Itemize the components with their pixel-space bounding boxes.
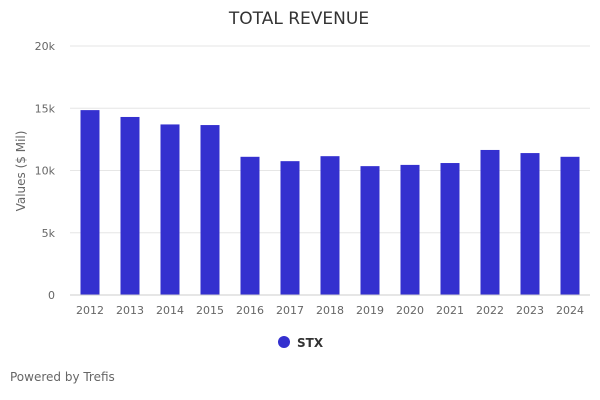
bar-2024[interactable]: [560, 156, 580, 295]
bar-2014[interactable]: [160, 124, 180, 295]
bar-2016[interactable]: [240, 156, 260, 295]
x-tick-label: 2016: [236, 304, 264, 317]
x-tick-label: 2012: [76, 304, 104, 317]
y-tick-label: 0: [48, 289, 55, 302]
bar-2013[interactable]: [120, 116, 140, 295]
x-tick-label: 2018: [316, 304, 344, 317]
legend[interactable]: STX: [278, 336, 324, 350]
legend-marker-stx: [278, 336, 290, 348]
x-tick-label: 2024: [556, 304, 584, 317]
x-tick-label: 2017: [276, 304, 304, 317]
x-tick-label: 2013: [116, 304, 144, 317]
y-tick-label: 15k: [35, 102, 56, 115]
x-tick-label: 2015: [196, 304, 224, 317]
x-tick-label: 2022: [476, 304, 504, 317]
bar-2023[interactable]: [520, 153, 540, 295]
bar-2019[interactable]: [360, 166, 380, 295]
bars: [80, 110, 580, 296]
chart-title: TOTAL REVENUE: [228, 9, 369, 29]
bar-2012[interactable]: [80, 110, 100, 296]
x-tick-label: 2019: [356, 304, 384, 317]
powered-by-credit[interactable]: Powered by Trefis: [10, 370, 115, 384]
y-axis-ticks: 0 5k 10k 15k 20k: [35, 40, 56, 302]
bar-2020[interactable]: [400, 164, 420, 295]
x-axis-ticks: 2012 2013 2014 2015 2016 2017 2018 2019 2020 2021…: [76, 304, 584, 317]
x-tick-label: 2021: [436, 304, 464, 317]
y-tick-label: 20k: [35, 40, 56, 53]
x-tick-label: 2023: [516, 304, 544, 317]
bar-2022[interactable]: [480, 149, 500, 295]
bar-2021[interactable]: [440, 163, 460, 295]
y-tick-label: 10k: [35, 165, 56, 178]
x-tick-label: 2014: [156, 304, 184, 317]
x-tick-label: 2020: [396, 304, 424, 317]
y-axis-label: Values ($ Mil): [14, 131, 28, 212]
bar-2015[interactable]: [200, 125, 220, 296]
y-tick-label: 5k: [42, 227, 56, 240]
legend-label-stx: STX: [297, 336, 324, 350]
bar-2017[interactable]: [280, 161, 300, 295]
bar-2018[interactable]: [320, 156, 340, 295]
